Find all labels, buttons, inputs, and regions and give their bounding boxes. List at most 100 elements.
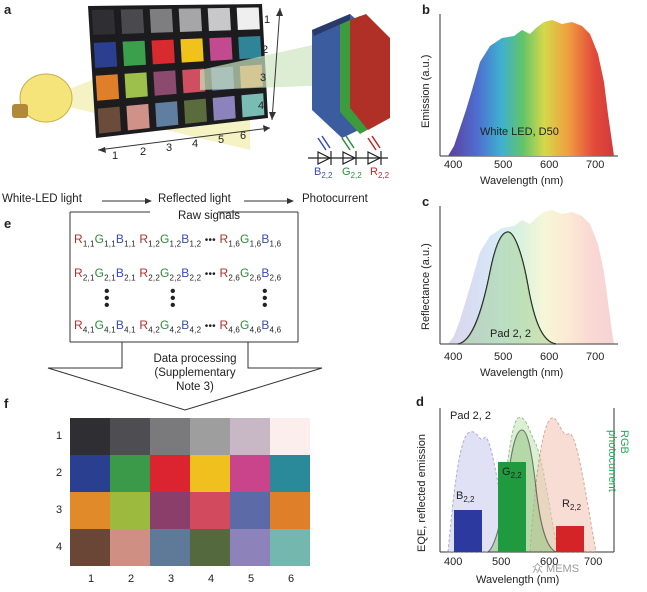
watermark: 众 MEMS <box>532 563 580 575</box>
checker-patch-r3-c3 <box>153 70 177 96</box>
signal-row-4: R4,1G4,1B4,1 R4,2G4,2B4,2 ••• R4,6G4,6B4… <box>74 318 282 335</box>
panel-label-b: b <box>422 2 430 17</box>
patch-r4-c6 <box>270 529 310 566</box>
panel-a-col-6: 6 <box>240 130 247 142</box>
f-row-1: 1 <box>56 430 63 442</box>
panel-a-col-2: 2 <box>140 146 147 158</box>
patch-r4-c4 <box>190 529 230 566</box>
b-emission-spectrum <box>448 20 614 156</box>
checker-patch-r1-c2 <box>120 9 145 34</box>
signal-row-2: R2,1G2,1B2,1 R2,2G2,2B2,2 ••• R2,6G2,6B2… <box>74 266 282 283</box>
f-col-6: 6 <box>288 573 295 585</box>
patch-r4-c2 <box>110 529 150 566</box>
color-checker <box>88 4 268 138</box>
checker-patch-r2-c6 <box>238 36 262 60</box>
patch-r4-c1 <box>70 529 110 566</box>
d-tick-600: 600 <box>540 556 559 568</box>
flow-arrow-1 <box>102 198 152 204</box>
panel-a-col-5: 5 <box>218 134 225 146</box>
checker-patch-r4-c5 <box>212 95 236 121</box>
panel-a-col-4: 4 <box>192 138 199 150</box>
photodiode-icons <box>308 151 388 165</box>
d-bar-label-g: G2,2 <box>502 466 522 481</box>
d-tick-400: 400 <box>444 556 463 568</box>
d-tick-700: 700 <box>584 556 603 568</box>
bulb-base <box>12 104 28 118</box>
c-tick-700: 700 <box>586 351 605 363</box>
checker-patch-r2-c1 <box>93 41 118 68</box>
f-col-5: 5 <box>248 573 255 585</box>
patch-r3-c4 <box>190 492 230 529</box>
f-col-4: 4 <box>208 573 215 585</box>
c-ylabel: Reflectance (a.u.) <box>420 243 432 330</box>
vertical-ellipsis-1: • • • <box>104 283 110 314</box>
d-tick-500: 500 <box>492 556 511 568</box>
panel-label-c: c <box>422 194 430 209</box>
f-row-4: 4 <box>56 541 63 553</box>
d-bar-green <box>498 462 526 552</box>
raw-signals-title: Raw signals <box>178 210 240 222</box>
f-col-2: 2 <box>128 573 135 585</box>
checker-patch-r2-c5 <box>209 37 233 61</box>
patch-r4-c3 <box>150 529 190 566</box>
panel-a-col-1: 1 <box>112 150 119 162</box>
panel-a-illustration <box>12 4 390 165</box>
diode-label-g: G2,2 <box>342 166 362 181</box>
flow-reflected-light: Reflected light <box>158 193 231 205</box>
panel-a-row-1: 1 <box>264 14 271 26</box>
reconstructed-grid <box>70 418 314 570</box>
checker-patch-r4-c1 <box>97 106 121 134</box>
patch-r1-c6 <box>270 418 310 455</box>
checker-patch-r2-c2 <box>122 40 146 67</box>
c-tick-600: 600 <box>540 351 559 363</box>
c-reflectance-curve <box>457 231 557 345</box>
processing-text: Data processing (Supplementary Note 3) <box>153 353 237 393</box>
checker-patch-r4-c4 <box>183 98 208 124</box>
d-ylabel-right: RGB photocurrent <box>606 430 630 492</box>
b-tick-500: 500 <box>494 159 513 171</box>
patch-r4-c5 <box>230 529 270 566</box>
c-tick-400: 400 <box>444 351 463 363</box>
patch-r1-c1 <box>70 418 110 455</box>
bulb-icon <box>19 73 73 123</box>
panel-c-chart <box>439 206 618 345</box>
f-col-1: 1 <box>88 573 95 585</box>
patch-r3-c1 <box>70 492 110 529</box>
vertical-ellipsis-3: • • • <box>262 283 268 314</box>
checker-patch-r3-c1 <box>95 74 120 101</box>
checker-patch-r1-c3 <box>149 8 174 33</box>
flow-photocurrent: Photocurrent <box>302 193 368 205</box>
patch-r2-c5 <box>230 455 270 492</box>
f-col-3: 3 <box>168 573 175 585</box>
patch-r3-c2 <box>110 492 150 529</box>
panel-e-frame <box>69 211 299 343</box>
checker-patch-r1-c1 <box>91 9 116 35</box>
patch-r1-c3 <box>150 418 190 455</box>
checker-patch-r3-c4 <box>182 68 206 94</box>
patch-r1-c5 <box>230 418 270 455</box>
d-bar-blue <box>454 510 482 552</box>
checker-patch-r1-c5 <box>207 7 231 31</box>
panel-b-chart <box>439 14 618 157</box>
reflected-beam <box>200 40 335 90</box>
panel-label-e: e <box>4 216 12 231</box>
panel-label-d: d <box>416 394 424 409</box>
patch-r2-c4 <box>190 455 230 492</box>
d-bar-red <box>556 526 584 552</box>
b-ylabel: Emission (a.u.) <box>420 54 432 128</box>
d-annotation: Pad 2, 2 <box>450 410 491 422</box>
b-tick-400: 400 <box>444 159 463 171</box>
panel-d-chart <box>439 408 615 553</box>
processing-arrow <box>47 341 323 411</box>
d-xlabel: Wavelength (nm) <box>476 574 560 586</box>
panel-a-col-3: 3 <box>166 142 173 154</box>
signal-row-1: R1,1G1,1B1,1 R1,2G1,2B1,2 ••• R1,6G1,6B1… <box>74 232 282 249</box>
patch-r1-c2 <box>110 418 150 455</box>
b-annotation: White LED, D50 <box>480 126 559 138</box>
f-row-2: 2 <box>56 467 63 479</box>
patch-r1-c4 <box>190 418 230 455</box>
panel-a-row-3: 3 <box>260 72 267 84</box>
flow-white-led-light: White-LED light <box>2 193 82 205</box>
checker-patch-r3-c2 <box>124 72 148 99</box>
sensor-red-layer <box>350 14 390 130</box>
